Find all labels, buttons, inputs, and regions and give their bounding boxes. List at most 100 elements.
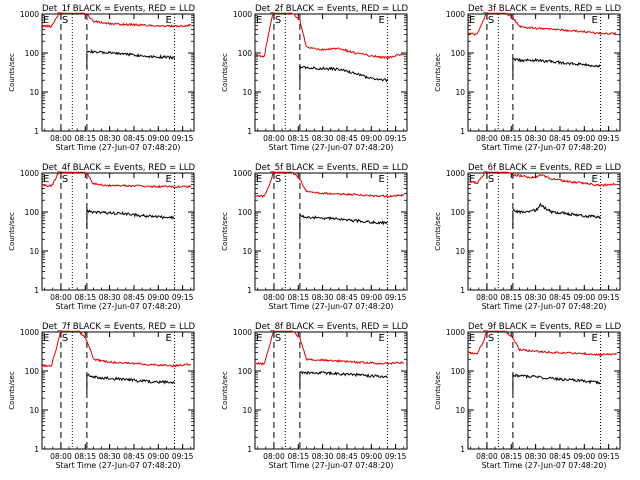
- panel-6-x-axis-label: Start Time (27-Jun-07 07:48:20): [482, 302, 607, 311]
- panel-9-x-tick-label: 09:15: [598, 452, 620, 461]
- panel-5-y-tick-label: 10: [242, 247, 252, 256]
- panel-4-x-tick-label: 08:45: [123, 293, 145, 302]
- panel-5-x-tick-label: 08:45: [336, 293, 358, 302]
- panel-3-y-tick-label: 10: [455, 88, 465, 97]
- panel-5-y-tick-label: 100: [238, 208, 253, 217]
- panel-8-x-tick-label: 08:00: [263, 452, 285, 461]
- panel-3-x-tick-label: 09:00: [573, 134, 595, 143]
- panel-5-x-axis-label: Start Time (27-Jun-07 07:48:20): [269, 302, 394, 311]
- panel-6-title: Det_6f BLACK = Events, RED = LLD: [468, 163, 622, 173]
- panel-6-y-tick-label: 1000: [446, 169, 465, 178]
- panel-8-x-tick-label: 08:15: [287, 452, 309, 461]
- panel-7-marker-label-e-start: E: [43, 333, 49, 344]
- panel-3-x-tick-label: 08:15: [500, 134, 522, 143]
- panel-4-marker-label-e-start: E: [43, 174, 49, 185]
- panel-5-x-tick-label: 08:00: [263, 293, 285, 302]
- panel-2-y-tick-label: 10: [242, 88, 252, 97]
- panel-6-y-tick-label: 100: [451, 208, 466, 217]
- panel-5-x-tick-label: 09:15: [385, 293, 407, 302]
- panel-7-marker-label-e-end: E: [166, 333, 172, 344]
- panel-2-x-tick-label: 08:30: [312, 134, 334, 143]
- panel-7-x-tick-label: 09:15: [172, 452, 194, 461]
- panel-2-x-tick-label: 09:00: [360, 134, 382, 143]
- panel-4-x-tick-label: 09:00: [147, 293, 169, 302]
- panel-5-x-tick-label: 09:00: [360, 293, 382, 302]
- panel-1-title: Det_1f BLACK = Events, RED = LLD: [42, 4, 196, 14]
- panel-4-x-axis-label: Start Time (27-Jun-07 07:48:20): [56, 302, 181, 311]
- panel-2-x-axis-label: Start Time (27-Jun-07 07:48:20): [269, 143, 394, 152]
- panel-1-x-axis-label: Start Time (27-Jun-07 07:48:20): [56, 143, 181, 152]
- panel-2-lld-series-line: [254, 12, 404, 60]
- panel-5-y-axis-label: Counts/sec: [221, 212, 229, 251]
- panel-6-marker-label-e-end: E: [592, 174, 598, 185]
- panel-5-lld-series-line: [254, 171, 405, 199]
- panel-7-x-tick-label: 08:00: [50, 452, 72, 461]
- panel-7-y-axis-label: Counts/sec: [8, 371, 16, 410]
- panel-5-events-series-line: [299, 214, 388, 234]
- panel-9-marker-label-e-end: E: [592, 333, 598, 344]
- panel-9-marker-label-s: S: [488, 333, 494, 344]
- panel-9-x-tick-label: 09:00: [573, 452, 595, 461]
- panel-2-marker-label-s: S: [275, 15, 281, 26]
- panel-1-x-tick-label: 09:15: [172, 134, 194, 143]
- panel-7-title: Det_7f BLACK = Events, RED = LLD: [42, 322, 196, 332]
- panel-3-lld-series-line: [467, 12, 617, 36]
- panel-5-title: Det_5f BLACK = Events, RED = LLD: [255, 163, 409, 173]
- panel-7-lld-series-line: [41, 330, 191, 368]
- panel-8-marker-label-e-end: E: [379, 333, 385, 344]
- panel-1-y-axis-label: Counts/sec: [8, 53, 16, 92]
- panel-6-x-tick-label: 08:15: [500, 293, 522, 302]
- panel-5-marker-label-s: S: [275, 174, 281, 185]
- panel-9-lld-series-line: [467, 330, 618, 357]
- panel-9-x-tick-label: 08:15: [500, 452, 522, 461]
- panel-8-y-tick-label: 10: [242, 406, 252, 415]
- panel-3-y-tick-label: 1000: [446, 10, 465, 19]
- panel-1-marker-label-e-end: E: [166, 15, 172, 26]
- panel-4-lld-series-line: [41, 171, 192, 189]
- panel-7-x-axis-label: Start Time (27-Jun-07 07:48:20): [56, 461, 181, 470]
- panel-8-y-axis-label: Counts/sec: [221, 371, 229, 410]
- panel-8-y-tick-label: 1000: [233, 328, 252, 337]
- panel-1-y-tick-label: 100: [25, 49, 40, 58]
- panel-8-x-tick-label: 08:30: [312, 452, 334, 461]
- panel-6-y-tick-label: 1: [460, 286, 465, 295]
- panel-3-marker-label-e-end: E: [592, 15, 598, 26]
- panel-4-marker-label-e-end: E: [166, 174, 172, 185]
- panel-9-title: Det_9f BLACK = Events, RED = LLD: [468, 322, 622, 332]
- panel-6-x-tick-label: 08:30: [525, 293, 547, 302]
- panel-9-x-tick-label: 08:30: [525, 452, 547, 461]
- panel-2-x-tick-label: 08:15: [287, 134, 309, 143]
- panel-2-title: Det_2f BLACK = Events, RED = LLD: [255, 4, 409, 14]
- panel-7-events-series-line: [86, 373, 175, 393]
- panel-2-y-tick-label: 1: [247, 127, 252, 136]
- panel-8-y-tick-label: 1: [247, 445, 252, 454]
- panel-4-y-axis-label: Counts/sec: [8, 212, 16, 251]
- panel-7-x-tick-label: 08:15: [74, 452, 96, 461]
- panel-7-y-tick-label: 1000: [20, 328, 39, 337]
- panel-1-y-tick-label: 10: [29, 88, 39, 97]
- panel-9-events-series-line: [512, 373, 601, 393]
- panel-8-lld-series-line: [254, 330, 405, 366]
- panel-2-marker-label-e-start: E: [256, 15, 262, 26]
- panel-6-x-tick-label: 09:15: [598, 293, 620, 302]
- panel-6-x-tick-label: 08:00: [476, 293, 498, 302]
- panel-8-events-series-line: [299, 370, 388, 390]
- panel-1-lld-series-line: [41, 12, 192, 28]
- panel-5-y-tick-label: 1000: [233, 169, 252, 178]
- panel-7-x-tick-label: 09:00: [147, 452, 169, 461]
- panel-3-x-tick-label: 08:30: [525, 134, 547, 143]
- panel-8-marker-label-s: S: [275, 333, 281, 344]
- panel-2-y-tick-label: 100: [238, 49, 253, 58]
- panel-9-y-tick-label: 1: [460, 445, 465, 454]
- panel-5-x-tick-label: 08:15: [287, 293, 309, 302]
- panel-8-marker-label-e-start: E: [256, 333, 262, 344]
- panel-3-x-tick-label: 08:00: [476, 134, 498, 143]
- panel-6-x-tick-label: 08:45: [549, 293, 571, 302]
- panel-1-x-tick-label: 08:00: [50, 134, 72, 143]
- panel-5-marker-label-e-end: E: [379, 174, 385, 185]
- panel-7-marker-label-s: S: [62, 333, 68, 344]
- panel-4-x-tick-label: 08:15: [74, 293, 96, 302]
- panel-7-y-tick-label: 1: [34, 445, 39, 454]
- panel-8-x-tick-label: 09:15: [385, 452, 407, 461]
